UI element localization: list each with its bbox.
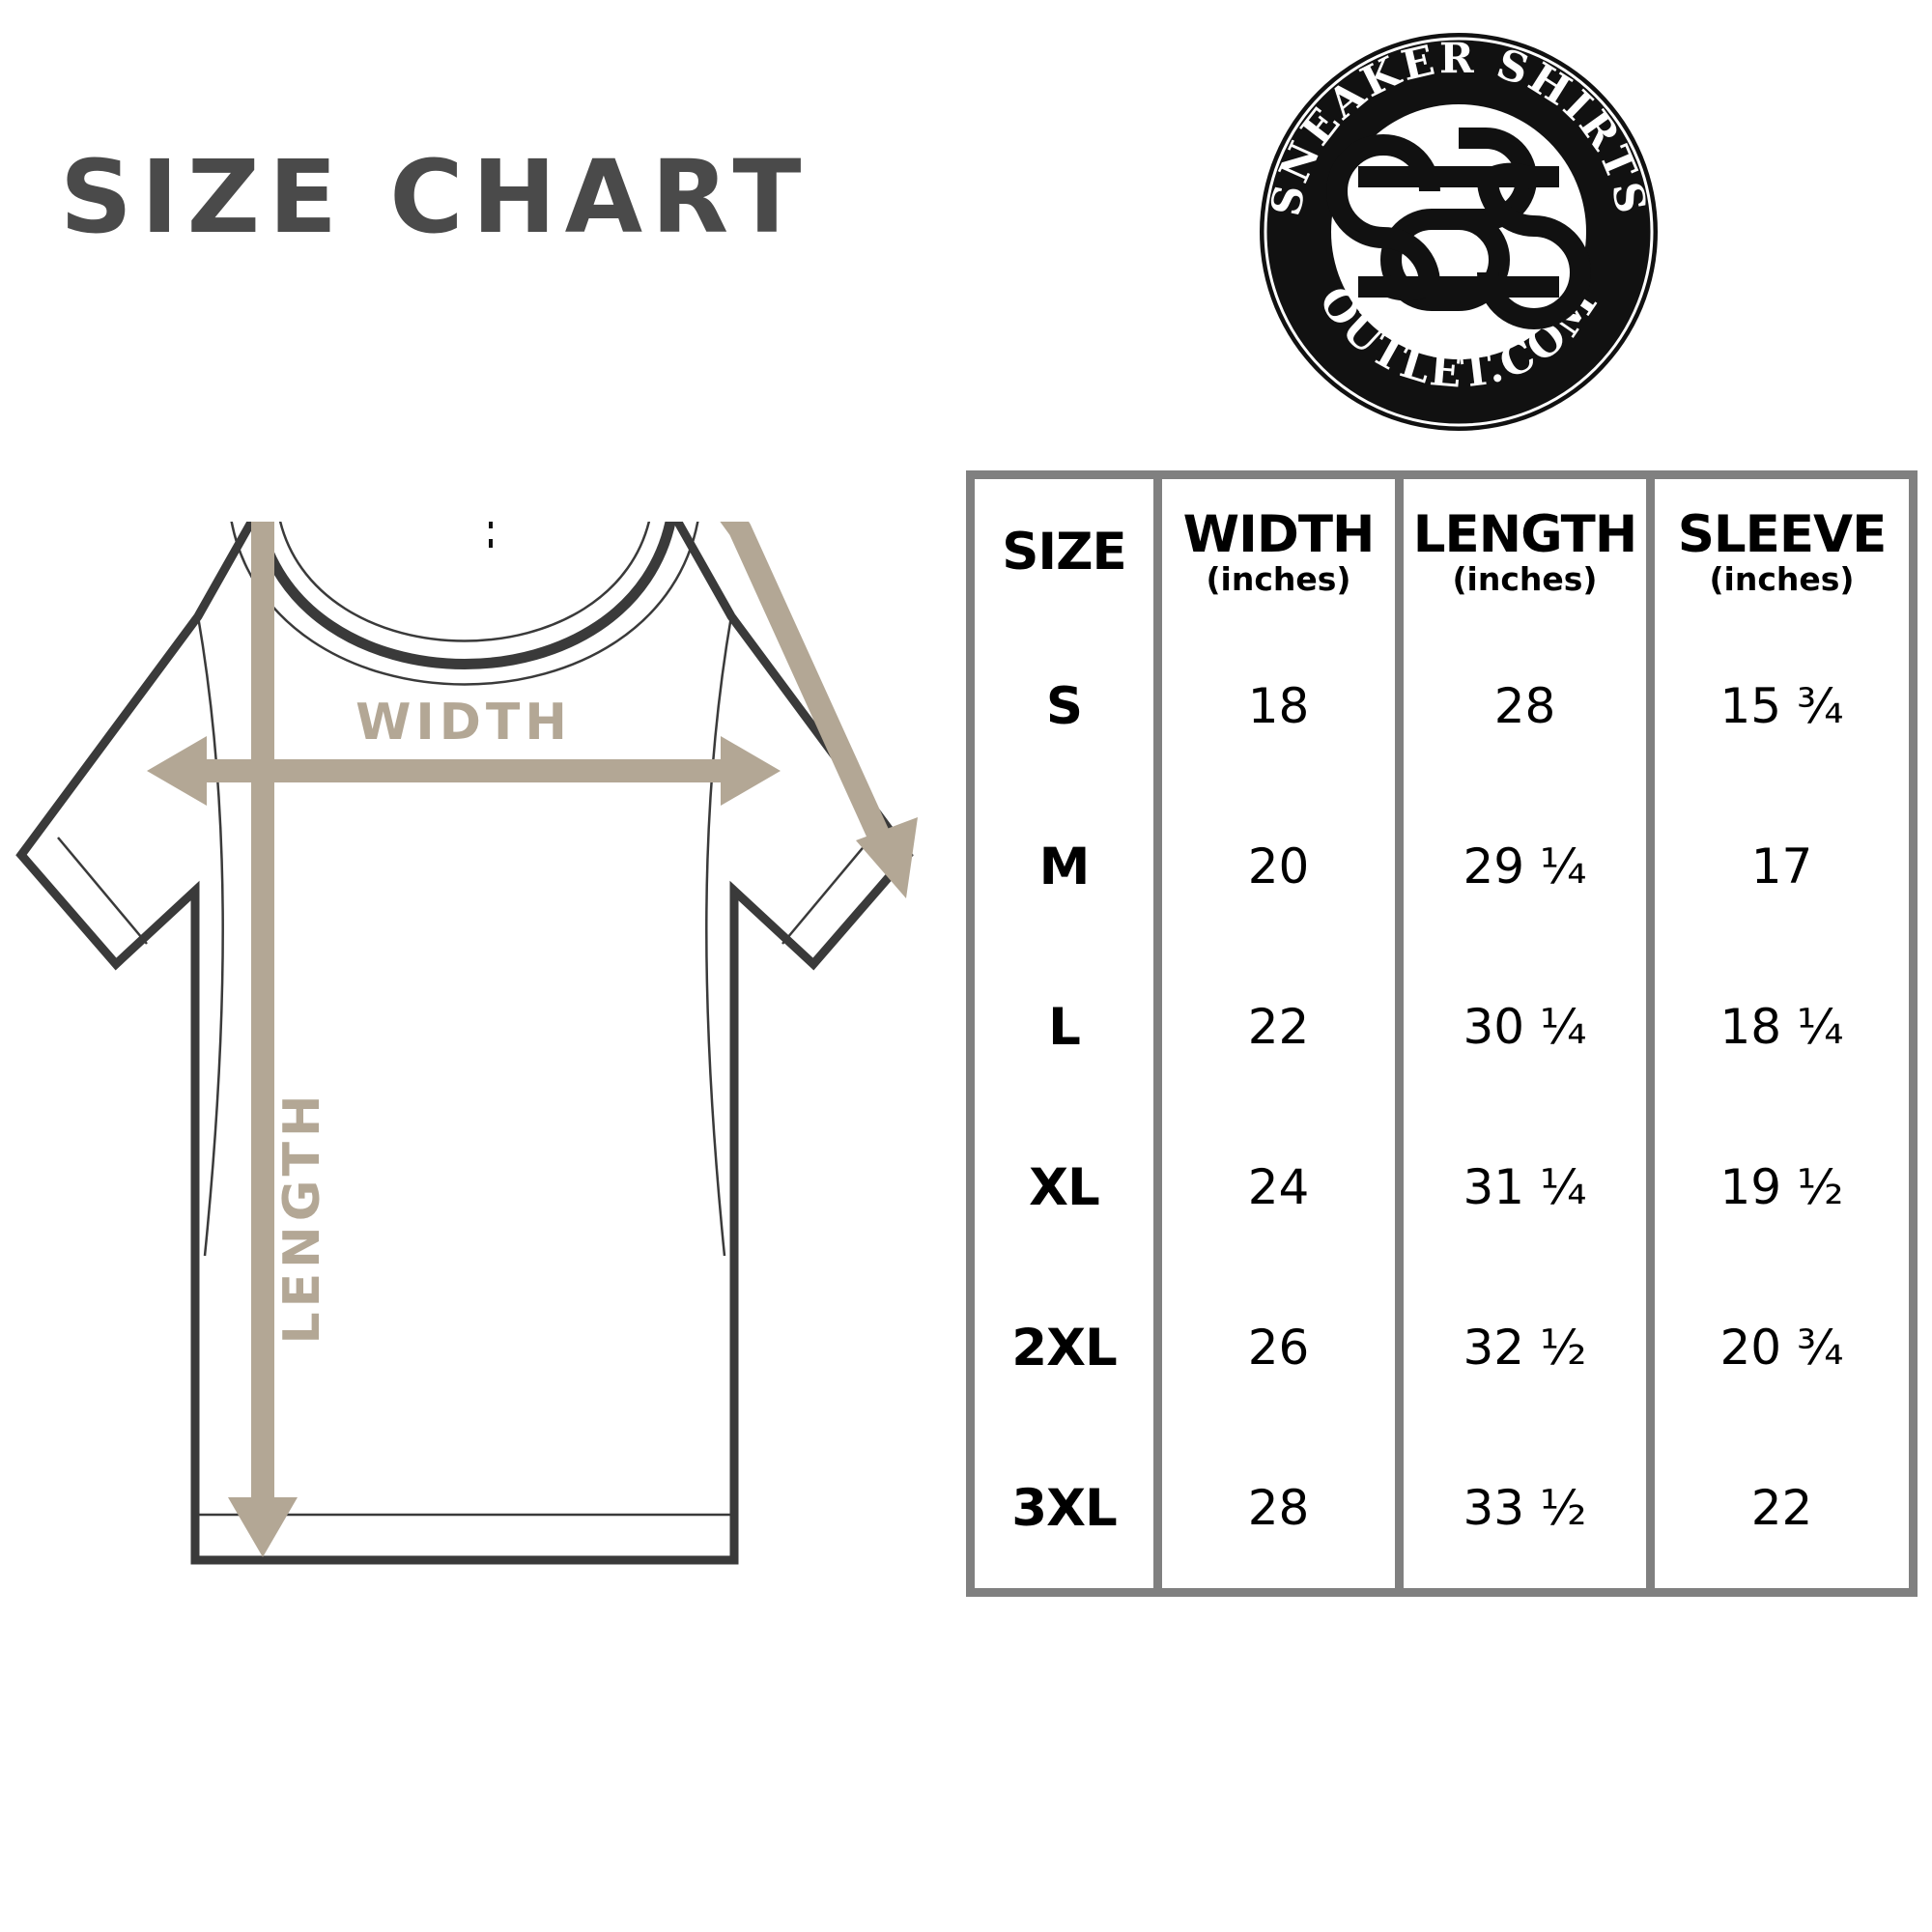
table-body: S 18 28 15 ¾ M 20 29 ¼ 17 L 22 30 ¼ 18 ¼ XL 24 31 ¼ 19 … (975, 626, 1909, 1588)
table-header: SIZE WIDTH (inches) LENGTH (inches) SLEE… (975, 479, 1909, 626)
column-header-width: WIDTH (inches) (1162, 479, 1404, 626)
collar-outer (251, 511, 678, 669)
brand-logo: SNEAKER SHIRTS OUTLET.COM (1254, 27, 1663, 437)
table-row: M 20 29 ¼ 17 (975, 786, 1909, 947)
cuff-hem-right (781, 837, 872, 945)
cell-length: 29 ¼ (1404, 786, 1655, 947)
cell-size: M (975, 786, 1162, 947)
table-header-row: SIZE WIDTH (inches) LENGTH (inches) SLEE… (975, 479, 1909, 626)
width-label: WIDTH (355, 694, 572, 752)
cell-sleeve: 17 (1655, 786, 1909, 947)
cell-width: 26 (1162, 1267, 1404, 1428)
sneaker-shirts-outlet-logo-icon: SNEAKER SHIRTS OUTLET.COM (1260, 33, 1658, 431)
cell-length: 32 ½ (1404, 1267, 1655, 1428)
tshirt-measurement-diagram: SLEEVE LENGTH WIDTH (0, 338, 966, 1604)
table-row: 3XL 28 33 ½ 22 (975, 1428, 1909, 1588)
column-header-sleeve: SLEEVE (inches) (1655, 479, 1909, 626)
column-header-length-unit: (inches) (1452, 560, 1598, 599)
cell-sleeve: 19 ½ (1655, 1107, 1909, 1267)
cell-sleeve: 22 (1655, 1428, 1909, 1588)
column-header-size: SIZE (975, 479, 1162, 626)
column-header-length-main: LENGTH (1412, 505, 1637, 565)
width-arrow (147, 736, 781, 806)
cell-width: 22 (1162, 947, 1404, 1107)
column-header-sleeve-main: SLEEVE (1677, 505, 1888, 565)
cell-length: 33 ½ (1404, 1428, 1655, 1588)
size-chart-table: SIZE WIDTH (inches) LENGTH (inches) SLEE… (966, 470, 1918, 1597)
cell-width: 18 (1162, 626, 1404, 786)
table-row: S 18 28 15 ¾ (975, 626, 1909, 786)
page-title: SIZE CHART (60, 138, 810, 256)
cell-size: 2XL (975, 1267, 1162, 1428)
column-header-size-main: SIZE (1002, 522, 1127, 582)
cell-width: 20 (1162, 786, 1404, 947)
cell-size: 3XL (975, 1428, 1162, 1588)
cell-width: 24 (1162, 1107, 1404, 1267)
armhole-seam-left (196, 615, 224, 1257)
cell-sleeve: 20 ¾ (1655, 1267, 1909, 1428)
cell-length: 28 (1404, 626, 1655, 786)
tshirt-outline-icon: SLEEVE LENGTH WIDTH (15, 338, 918, 1565)
length-label: LENGTH (273, 1091, 331, 1345)
column-header-width-main: WIDTH (1182, 505, 1376, 565)
shirt-outline (15, 507, 914, 1565)
table-row: L 22 30 ¼ 18 ¼ (975, 947, 1909, 1107)
cuff-hem-left (57, 837, 148, 945)
collar-inner-line (276, 511, 653, 642)
cell-size: XL (975, 1107, 1162, 1267)
column-header-width-unit: (inches) (1206, 560, 1351, 599)
cell-length: 30 ¼ (1404, 947, 1655, 1107)
cell-sleeve: 18 ¼ (1655, 947, 1909, 1107)
column-header-sleeve-unit: (inches) (1709, 560, 1855, 599)
table-row: 2XL 26 32 ½ 20 ¾ (975, 1267, 1909, 1428)
cell-size: S (975, 626, 1162, 786)
armhole-seam-right (705, 615, 733, 1257)
cell-size: L (975, 947, 1162, 1107)
column-header-length: LENGTH (inches) (1404, 479, 1655, 626)
cell-length: 31 ¼ (1404, 1107, 1655, 1267)
table-row: XL 24 31 ¼ 19 ½ (975, 1107, 1909, 1267)
cell-sleeve: 15 ¾ (1655, 626, 1909, 786)
cell-width: 28 (1162, 1428, 1404, 1588)
